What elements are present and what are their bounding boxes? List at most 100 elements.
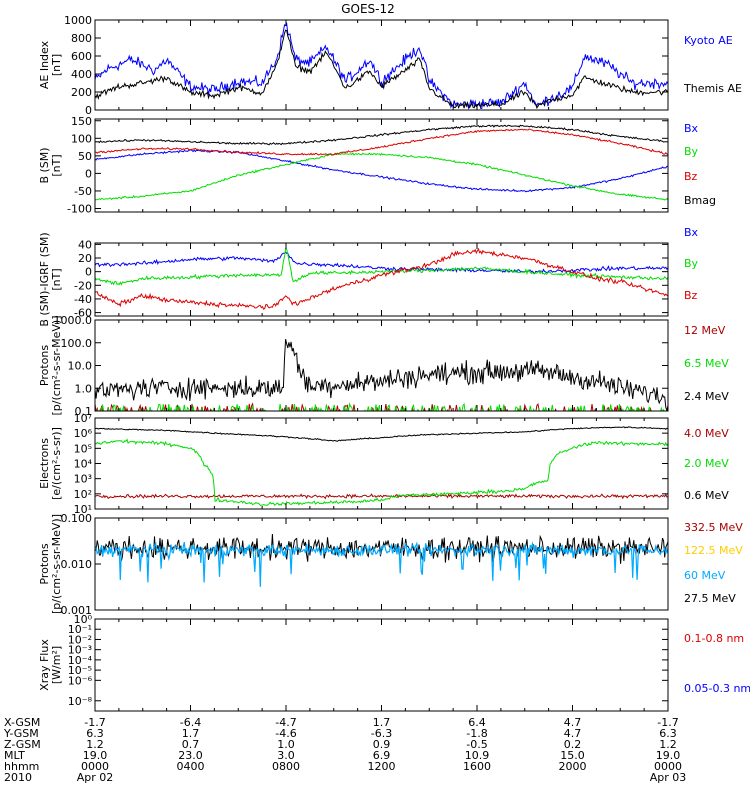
legend-entry: 27.5 MeV [684, 592, 736, 605]
ephem-value: -4.7 [275, 716, 296, 729]
ephem-value: 6.3 [659, 727, 677, 740]
y-tick-label: 10⁰ [74, 613, 93, 626]
legend-entry: 4.0 MeV [684, 427, 729, 440]
y-tick-label: 50 [78, 150, 92, 163]
ephem-value: 19.0 [656, 749, 681, 762]
y-tick-label: 400 [71, 68, 92, 81]
y-tick-label: 150 [71, 115, 92, 128]
y-tick-label: 10.0 [68, 360, 93, 373]
ephem-row-label: hhmm [4, 760, 39, 773]
y-axis-label: Xray Flux[W/m²] [38, 639, 63, 691]
legend-entry: Bz [684, 170, 698, 183]
legend-entry: 12 MeV [684, 324, 726, 337]
series-line-60-mev [95, 541, 668, 587]
y-tick-label: -50 [74, 185, 92, 198]
series-line-bx [95, 251, 668, 275]
ephem-value: 1600 [463, 760, 491, 773]
y-tick-label: 100.0 [61, 337, 93, 350]
series-group [95, 426, 668, 506]
ephem-value: 0000 [81, 760, 109, 773]
legend-entry: 332.5 MeV [684, 521, 743, 534]
y-tick-label: 20 [78, 252, 92, 265]
ephem-value: 4.7 [564, 716, 582, 729]
ephem-value: 3.0 [277, 749, 295, 762]
ephem-value: 1.0 [277, 738, 295, 751]
y-tick-label: -20 [74, 279, 92, 292]
y-tick-label: 0.001 [61, 604, 93, 617]
y-tick-label: 0.1 [75, 405, 93, 418]
legend-entry: By [684, 145, 699, 158]
ephem-row-label: X-GSM [4, 716, 40, 729]
y-tick-label: 10⁷ [74, 412, 92, 425]
y-tick-label: 10⁶ [74, 427, 93, 440]
legend-entry: 0.6 MeV [684, 489, 729, 502]
ephem-value: 1200 [368, 760, 396, 773]
series-group [95, 124, 668, 201]
ephem-value: -0.5 [466, 738, 487, 751]
y-tick-label: 0 [85, 266, 92, 279]
ephem-value: 6.3 [86, 727, 104, 740]
panel-frame [94, 118, 669, 213]
y-tick-label: -60 [74, 307, 92, 320]
y-tick-label: 10¹ [74, 503, 92, 516]
y-tick-label: 200 [71, 86, 92, 99]
ephem-value: 0.9 [373, 738, 391, 751]
y-tick-label: 10⁻⁵ [68, 664, 92, 677]
legend-entry: Kyoto AE [684, 34, 733, 47]
panel-frame [94, 517, 669, 611]
series-line-bmag [95, 124, 668, 146]
series-line-2-4-mev [95, 338, 668, 411]
ephemeris-table: X-GSM -1.7 -6.4 -4.7 1.7 6.4 4.7 -1.7Y-GSM 6.3 1.… [3, 716, 686, 784]
ephem-value: -6.4 [180, 716, 201, 729]
y-tick-label: -100 [67, 202, 92, 215]
ephem-value: 0.2 [564, 738, 582, 751]
ephem-value: -1.7 [657, 716, 678, 729]
series-group [95, 247, 668, 310]
legend-entry: Bz [684, 289, 698, 302]
panel-protons_low: 0.1 1.0 10.0 100.0 1000.0Protons[p/(cm²-s-sr… [38, 314, 729, 418]
series-line-0-6-mev [95, 426, 668, 442]
series-line-by [95, 248, 668, 286]
ephem-value: -1.8 [466, 727, 487, 740]
series-line-bx [95, 149, 668, 193]
y-tick-label: 10⁻⁶ [68, 674, 93, 687]
y-tick-label: 1.0 [75, 382, 93, 395]
series-line-kyoto-ae [95, 22, 668, 110]
ephem-value: 19.0 [83, 749, 108, 762]
y-tick-label: 1000.0 [54, 314, 93, 327]
ephem-value: -4.6 [275, 727, 296, 740]
legend-entry: 60 MeV [684, 569, 726, 582]
y-axis-label: Protons[p/(cm²-s-sr-MeV)] [38, 514, 63, 614]
legend-entry: 2.0 MeV [684, 457, 729, 470]
ephem-value: 2000 [559, 760, 587, 773]
y-tick-label: 40 [78, 238, 92, 251]
y-tick-label: 1000 [64, 14, 92, 27]
ephem-year: 2010 [4, 771, 32, 784]
ephem-value: 0800 [272, 760, 300, 773]
chart-title: GOES-12 [341, 2, 395, 16]
series-line-bz [95, 247, 668, 310]
ephem-value: 1.7 [182, 727, 200, 740]
y-tick-label: 10² [74, 488, 92, 501]
panel-frame [94, 319, 669, 412]
y-axis-label: Protons[p/(cm²-s-sr-MeV)] [38, 316, 63, 416]
legend-entry: By [684, 257, 699, 270]
y-axis-label: B (SM)[nT] [38, 147, 63, 183]
legend-entry: Bx [684, 226, 699, 239]
series-line-themis-ae [95, 29, 668, 110]
ephem-date-end: Apr 03 [650, 771, 687, 784]
panel-electrons: 10¹ 10² 10³ 10⁴ 10⁵ 10⁶ 10⁷ Electrons[e/(cm²-s-… [38, 412, 729, 516]
series-group [95, 22, 668, 110]
series-line-by [95, 152, 668, 201]
y-tick-label: -40 [74, 293, 92, 306]
y-tick-label: 800 [71, 32, 92, 45]
y-tick-label: 10⁻¹ [68, 623, 92, 636]
y-tick-label: 10⁻⁸ [68, 695, 93, 708]
y-axis-label: AE Index[nT] [38, 40, 63, 89]
ephem-value: -1.7 [84, 716, 105, 729]
panel-bsm: -100 -50 0 50 100 150 B (SM)[nT] Bx By Bz Bmag [38, 115, 716, 216]
